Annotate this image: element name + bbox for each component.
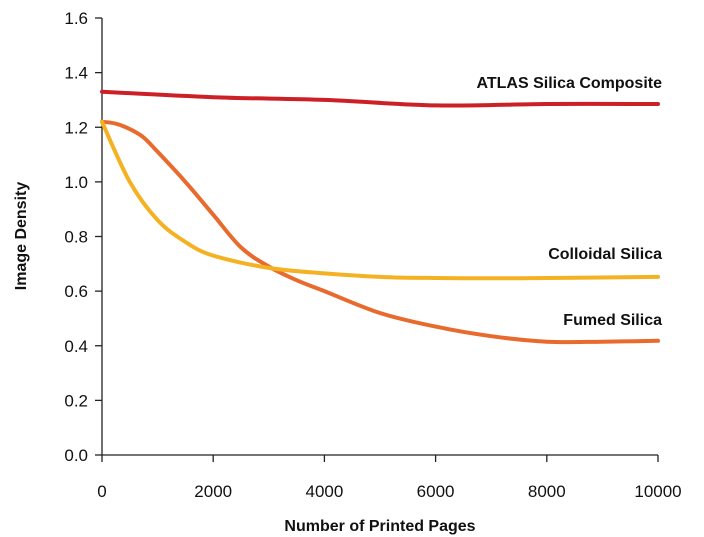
- series-label-colloidal-silica: Colloidal Silica: [548, 246, 662, 263]
- y-tick-label: 0.6: [64, 282, 88, 301]
- series-layer: [100, 89, 660, 345]
- y-tick-label: 1.4: [64, 64, 88, 83]
- x-tick-label: 8000: [528, 482, 566, 501]
- x-axis: 0 2000 4000 6000 8000 10000: [97, 454, 682, 501]
- series-label-atlas-silica-composite: ATLAS Silica Composite: [476, 75, 662, 92]
- y-tick-label: 0.2: [64, 391, 88, 410]
- y-axis-title: Image Density: [13, 182, 30, 291]
- series-line-atlas-silica-composite: [100, 89, 660, 108]
- series-line-colloidal-silica: [100, 119, 660, 281]
- series-label-layer: ATLAS Silica Composite Colloidal Silica Fu…: [476, 75, 662, 329]
- x-tick-label: 6000: [417, 482, 455, 501]
- x-tick-label: 0: [97, 482, 106, 501]
- y-tick-label: 1.0: [64, 173, 88, 192]
- series-label-fumed-silica: Fumed Silica: [563, 312, 662, 329]
- y-axis: 0.0 0.2 0.4 0.6 0.8 1.0 1.2 1.4 1.6: [64, 9, 103, 465]
- x-tick-label: 10000: [634, 482, 681, 501]
- y-tick-label: 1.2: [64, 118, 88, 137]
- x-tick-label: 4000: [305, 482, 343, 501]
- y-tick-label: 0.4: [64, 337, 88, 356]
- y-tick-label: 0.0: [64, 446, 88, 465]
- y-tick-label: 0.8: [64, 228, 88, 247]
- series-line-fumed-silica: [100, 119, 660, 345]
- x-tick-label: 2000: [194, 482, 232, 501]
- x-axis-title: Number of Printed Pages: [284, 518, 475, 535]
- y-tick-label: 1.6: [64, 9, 88, 28]
